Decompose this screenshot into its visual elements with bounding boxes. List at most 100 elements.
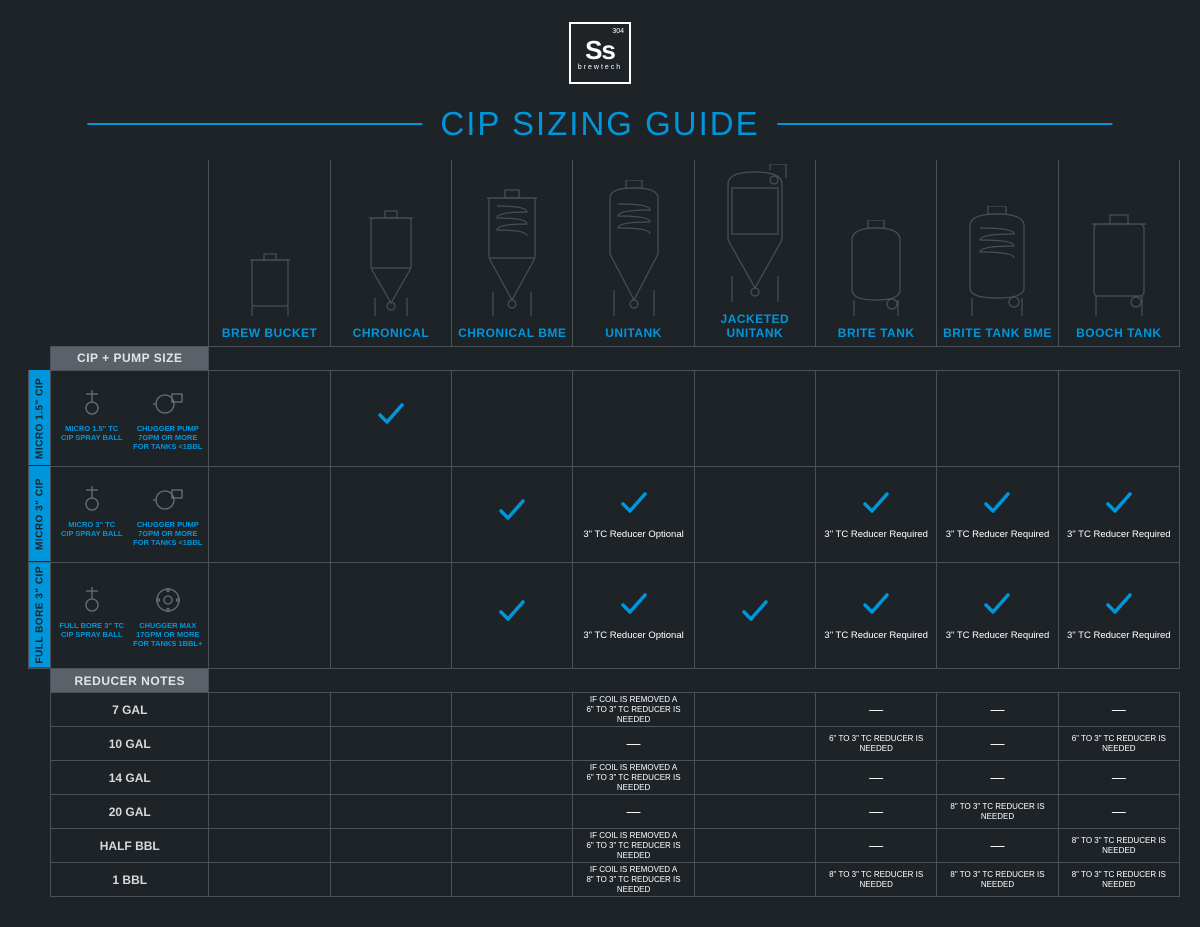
- reducer-cell: —: [937, 829, 1058, 863]
- compat-cell: 3" TC Reducer Optional: [573, 466, 694, 562]
- tank-label: CHRONICAL BME: [452, 326, 572, 340]
- reducer-cell: [694, 829, 815, 863]
- dash: —: [990, 837, 1004, 853]
- compat-cell: [816, 370, 937, 466]
- reducer-cell: [209, 863, 330, 897]
- reducer-cell: [209, 829, 330, 863]
- cell-note: 3" TC Reducer Required: [1059, 529, 1179, 540]
- reducer-cell: —: [573, 795, 694, 829]
- reducer-cell: —: [937, 727, 1058, 761]
- reducer-cell: [209, 693, 330, 727]
- reducer-cell: [330, 727, 451, 761]
- dash: —: [627, 735, 641, 751]
- reducer-cell: 8" TO 3" TC REDUCER IS NEEDED: [937, 863, 1058, 897]
- reducer-note: IF COIL IS REMOVED A6" TO 3" TC REDUCER …: [573, 695, 693, 725]
- size-label: 1 BBL: [51, 863, 209, 897]
- reducer-note: 8" TO 3" TC REDUCER IS NEEDED: [1059, 870, 1179, 890]
- dash: —: [1112, 769, 1126, 785]
- size-label: 20 GAL: [51, 795, 209, 829]
- reducer-row: 7 GAL IF COIL IS REMOVED A6" TO 3" TC RED…: [29, 693, 1180, 727]
- check-icon: [331, 399, 451, 438]
- reducer-cell: [452, 761, 573, 795]
- reducer-cell: [694, 727, 815, 761]
- page-title: CIP SIZING GUIDE: [440, 105, 759, 143]
- tank-col-jacketed: JACKETED UNITANK: [694, 160, 815, 346]
- reducer-note: 6" TO 3" TC REDUCER IS NEEDED: [816, 734, 936, 754]
- cip-row: MICRO 1.5" CIPMICRO 1.5" TCCIP SPRAY BAL…: [29, 370, 1180, 466]
- reducer-note: IF COIL IS REMOVED A8" TO 3" TC REDUCER …: [573, 865, 693, 895]
- pump-text: CHUGGER PUMP7GPM OR MOREFOR TANKS <1BBL: [133, 520, 202, 547]
- compat-cell: [330, 466, 451, 562]
- reducer-cell: —: [816, 693, 937, 727]
- check-icon: [1059, 488, 1179, 527]
- compat-cell: [694, 466, 815, 562]
- tank-icon: [331, 178, 451, 318]
- reducer-cell: [330, 693, 451, 727]
- dash: —: [869, 769, 883, 785]
- tank-label: BRITE TANK BME: [937, 326, 1057, 340]
- reducer-cell: [209, 761, 330, 795]
- reducer-cell: —: [573, 727, 694, 761]
- cip-row-label: MICRO 3" TCCIP SPRAY BALLCHUGGER PUMP7GP…: [51, 466, 209, 562]
- reducer-cell: [330, 829, 451, 863]
- reducer-row: HALF BBLIF COIL IS REMOVED A6" TO 3" TC …: [29, 829, 1180, 863]
- logo-sub: brewtech: [578, 64, 622, 71]
- reducer-cell: [209, 727, 330, 761]
- logo-superscript: 304: [612, 28, 624, 35]
- reducer-cell: [330, 761, 451, 795]
- reducer-row: 1 BBL IF COIL IS REMOVED A8" TO 3" TC RED…: [29, 863, 1180, 897]
- reducer-cell: —: [1058, 761, 1179, 795]
- check-icon: [573, 488, 693, 527]
- compat-cell: 3" TC Reducer Required: [1058, 466, 1179, 562]
- compat-cell: 3" TC Reducer Required: [816, 466, 937, 562]
- check-icon: [816, 589, 936, 628]
- page-title-row: CIP SIZING GUIDE: [87, 105, 1112, 143]
- reducer-cell: 6" TO 3" TC REDUCER IS NEEDED: [1058, 727, 1179, 761]
- spray-ball-icon: [78, 583, 106, 617]
- reducer-cell: [452, 795, 573, 829]
- check-icon: [937, 488, 1057, 527]
- cell-note: 3" TC Reducer Required: [937, 630, 1057, 641]
- compat-cell: [330, 370, 451, 466]
- reducer-cell: —: [816, 761, 937, 795]
- reducer-cell: [209, 795, 330, 829]
- spray-ball-text: FULL BORE 3" TCCIP SPRAY BALL: [59, 621, 124, 639]
- reducer-cell: [330, 863, 451, 897]
- compat-cell: [209, 562, 330, 669]
- tank-col-boochtank: BOOCH TANK: [1058, 160, 1179, 346]
- tank-col-britetank: BRITE TANK: [816, 160, 937, 346]
- tank-label: BRITE TANK: [816, 326, 936, 340]
- reducer-note: IF COIL IS REMOVED A6" TO 3" TC REDUCER …: [573, 831, 693, 861]
- compat-cell: [330, 562, 451, 669]
- compat-cell: [937, 370, 1058, 466]
- dash: —: [627, 803, 641, 819]
- tank-col-chronicalbme: CHRONICAL BME: [452, 160, 573, 346]
- reducer-cell: —: [816, 829, 937, 863]
- pump-icon: [153, 583, 183, 617]
- check-icon: [452, 596, 572, 635]
- reducer-note: 8" TO 3" TC REDUCER IS NEEDED: [816, 870, 936, 890]
- compat-cell: 3" TC Reducer Required: [1058, 562, 1179, 669]
- cip-row: FULL BORE 3" CIP FULL BORE 3" TCCIP SPRAY…: [29, 562, 1180, 669]
- cip-row: MICRO 3" CIPMICRO 3" TCCIP SPRAY BALLCHU…: [29, 466, 1180, 562]
- tank-col-brewbucket: BREW BUCKET: [209, 160, 330, 346]
- dash: —: [990, 701, 1004, 717]
- reducer-cell: —: [816, 795, 937, 829]
- dash: —: [990, 769, 1004, 785]
- brand-logo: 304 Ss brewtech: [569, 22, 631, 84]
- title-rule-left: [87, 123, 422, 125]
- reducer-cell: —: [937, 761, 1058, 795]
- cip-row-tab: FULL BORE 3" CIP: [29, 562, 51, 669]
- reducer-cell: 8" TO 3" TC REDUCER IS NEEDED: [816, 863, 937, 897]
- cip-row-tab: MICRO 3" CIP: [29, 466, 51, 562]
- reducer-cell: 8" TO 3" TC REDUCER IS NEEDED: [1058, 863, 1179, 897]
- tank-col-britetankbme: BRITE TANK BME: [937, 160, 1058, 346]
- tank-icon: [573, 178, 693, 318]
- reducer-cell: —: [1058, 795, 1179, 829]
- size-label: 10 GAL: [51, 727, 209, 761]
- size-label: 7 GAL: [51, 693, 209, 727]
- cell-note: 3" TC Reducer Required: [1059, 630, 1179, 641]
- tank-icon: [452, 178, 572, 318]
- dash: —: [990, 735, 1004, 751]
- cell-note: 3" TC Reducer Optional: [573, 630, 693, 641]
